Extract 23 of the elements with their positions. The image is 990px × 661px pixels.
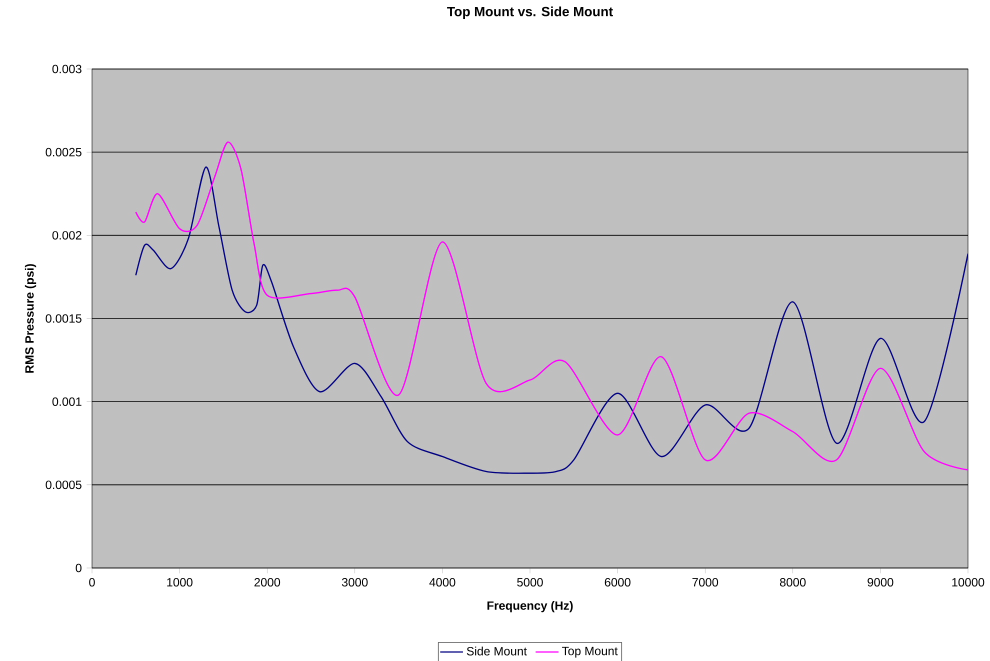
x-tick-label: 9000: [868, 578, 894, 587]
x-axis-title: Frequency (Hz): [487, 601, 573, 612]
x-tick-label: 10000: [952, 578, 984, 587]
chart-title: Top Mount vs. Side Mount: [447, 6, 613, 19]
x-tick-label: 3000: [342, 578, 368, 587]
y-tick-label: 0.0005: [46, 480, 82, 490]
legend-label: Top Mount: [562, 646, 618, 658]
x-tick-label: 7000: [692, 578, 718, 587]
y-tick-label: 0.001: [52, 397, 82, 406]
x-tick-label: 4000: [429, 578, 456, 587]
x-tick-label: 2000: [254, 578, 280, 587]
y-tick-label: 0.0025: [46, 148, 82, 156]
y-axis-title: RMS Pressure (psi): [24, 264, 36, 373]
x-tick-label: 5000: [517, 578, 543, 587]
x-tick-label: 0: [89, 578, 95, 587]
y-tick-label: 0.0015: [46, 314, 82, 323]
legend-label: Side Mount: [466, 646, 527, 656]
y-tick-label: 0.003: [52, 64, 82, 74]
y-tick-label: 0: [76, 564, 82, 572]
x-tick-label: 6000: [604, 578, 630, 587]
y-tick-label: 0.002: [52, 231, 82, 240]
x-tick-label: 1000: [167, 578, 192, 587]
x-tick-label: 8000: [780, 578, 806, 587]
